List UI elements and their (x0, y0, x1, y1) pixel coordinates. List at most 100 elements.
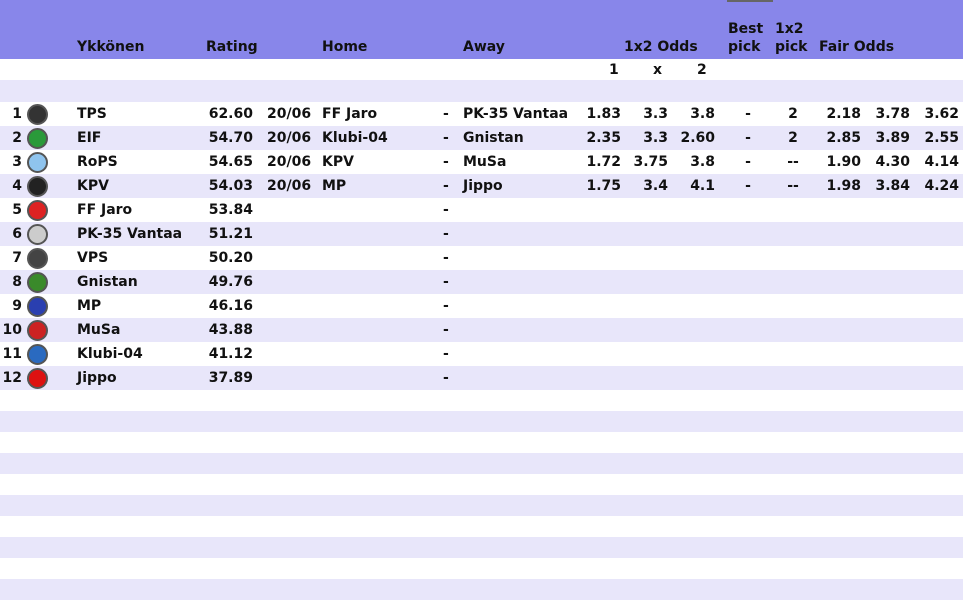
team-name: KPV (77, 178, 109, 194)
match-date: 20/06 (267, 106, 312, 122)
stripe (0, 495, 963, 516)
team-logo-icon (27, 272, 48, 293)
rank: 12 (2, 370, 22, 386)
rank: 3 (12, 154, 22, 170)
separator: - (443, 370, 449, 386)
rating: 50.20 (208, 250, 253, 266)
best-pick: - (745, 178, 751, 194)
separator: - (443, 250, 449, 266)
rank: 5 (12, 202, 22, 218)
table-row[interactable]: 7 VPS 50.20 - (0, 246, 963, 270)
team-logo-icon (27, 152, 48, 173)
team-logo-icon (27, 104, 48, 125)
header-fair-odds: Fair Odds (819, 39, 895, 55)
fair-odds-x: 3.78 (875, 106, 910, 122)
odds-2: 2.60 (680, 130, 715, 146)
table-row[interactable]: 3 RoPS 54.65 20/06 KPV - MuSa 1.72 3.75 3.8- -- 1.9… (0, 150, 963, 174)
team-name: Gnistan (77, 274, 138, 290)
stripe (0, 453, 963, 474)
team-logo-icon (27, 320, 48, 341)
away-team: MuSa (463, 154, 507, 170)
odds-x: 3.75 (633, 154, 668, 170)
fair-odds-x: 4.30 (875, 154, 910, 170)
odds-1: 1.83 (586, 106, 621, 122)
table-row[interactable]: 1 TPS 62.60 20/06 FF Jaro - PK-35 Vantaa 1.83 3.… (0, 102, 963, 126)
rating: 62.60 (208, 106, 253, 122)
fair-odds-2: 4.14 (924, 154, 959, 170)
home-team: FF Jaro (322, 106, 378, 122)
rating: 51.21 (208, 226, 253, 242)
rank: 9 (12, 298, 22, 314)
team-logo-icon (27, 344, 48, 365)
team-name: FF Jaro (77, 202, 133, 218)
odds-2: 4.1 (690, 178, 715, 194)
team-name: PK-35 Vantaa (77, 226, 183, 242)
sub-2: 2 (697, 62, 707, 78)
sub-x: x (653, 62, 663, 78)
away-team: Gnistan (463, 130, 524, 146)
team-name: MuSa (77, 322, 121, 338)
stripe (0, 411, 963, 432)
team-name: Jippo (77, 370, 117, 386)
header-away: Away (463, 39, 505, 55)
header-odds: 1x2 Odds (624, 39, 698, 55)
table-header: Ykkönen Rating Home Away 1x2 Odds Best p… (0, 0, 963, 59)
team-logo-icon (27, 248, 48, 269)
header-home: Home (322, 39, 368, 55)
rating: 53.84 (208, 202, 253, 218)
team-logo-icon (27, 224, 48, 245)
best-pick: - (745, 154, 751, 170)
table-row[interactable]: 2 EIF 54.70 20/06 Klubi-04- Gnistan 2.35 3.3 2.6… (0, 126, 963, 150)
fair-odds-2: 4.24 (924, 178, 959, 194)
odds-1: 2.35 (586, 130, 621, 146)
best-pick: - (745, 130, 751, 146)
rating: 37.89 (208, 370, 253, 386)
odds-1: 1.75 (586, 178, 621, 194)
best-pick: - (745, 106, 751, 122)
team-logo-icon (27, 176, 48, 197)
sub-1: 1 (609, 62, 619, 78)
rating: 54.65 (208, 154, 253, 170)
home-team: KPV (322, 154, 354, 170)
rating: 54.03 (208, 178, 253, 194)
match-date: 20/06 (267, 130, 312, 146)
table-row[interactable]: 5 FF Jaro 53.84 - (0, 198, 963, 222)
home-team: MP (322, 178, 347, 194)
away-team: PK-35 Vantaa (463, 106, 569, 122)
header-best-pick-2: pick (728, 39, 761, 55)
header-league: Ykkönen (77, 39, 145, 55)
table-row[interactable]: 12 Jippo 37.89 - (0, 366, 963, 390)
header-pick-1: 1x2 (775, 21, 804, 37)
separator: - (443, 130, 449, 146)
fair-odds-1: 2.85 (826, 130, 861, 146)
rating: 41.12 (208, 346, 253, 362)
odds-x: 3.3 (643, 106, 668, 122)
match-date: 20/06 (267, 154, 312, 170)
header-pick-2: pick (775, 39, 808, 55)
rating: 46.16 (208, 298, 253, 314)
table-row[interactable]: 6 PK-35 Vantaa 51.21 - (0, 222, 963, 246)
separator: - (443, 298, 449, 314)
stripe (0, 80, 963, 102)
header-rating: Rating (206, 39, 258, 55)
separator: - (443, 154, 449, 170)
fair-odds-1: 1.90 (826, 154, 861, 170)
table-row[interactable]: 10 MuSa 43.88 - (0, 318, 963, 342)
table-row[interactable]: 11 Klubi-04 41.12 - (0, 342, 963, 366)
stripe (0, 318, 963, 342)
stripe (0, 366, 963, 390)
stripe (0, 270, 963, 294)
table-row[interactable]: 4 KPV 54.03 20/06 MP - Jippo 1.75 3.4 4.1- -- 1.98 3… (0, 174, 963, 198)
odds-2: 3.8 (690, 106, 715, 122)
table-row[interactable]: 9 MP 46.16 - (0, 294, 963, 318)
odds-x: 3.4 (643, 178, 668, 194)
team-logo-icon (27, 296, 48, 317)
team-name: Klubi-04 (77, 346, 143, 362)
table-row[interactable]: 8 Gnistan 49.76 - (0, 270, 963, 294)
rank: 11 (2, 346, 22, 362)
rank: 10 (2, 322, 22, 338)
pick-1x2: -- (787, 178, 799, 194)
team-name: RoPS (77, 154, 118, 170)
stripe (0, 579, 963, 600)
pick-1x2: 2 (788, 106, 798, 122)
